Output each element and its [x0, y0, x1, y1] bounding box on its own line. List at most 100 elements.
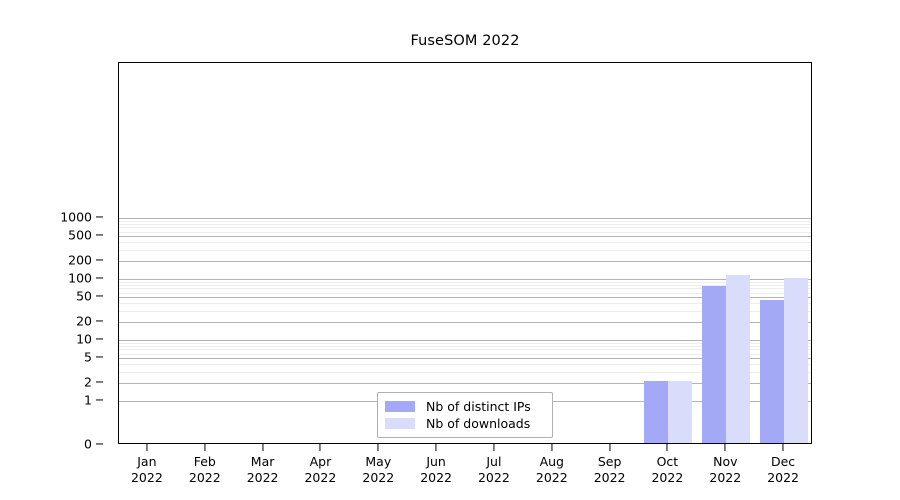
- chart-title: FuseSOM 2022: [410, 33, 520, 49]
- y-axis: 0 1 2 5 10 20 50 100 200 500 1000: [0, 62, 118, 452]
- gridline-major: [119, 297, 811, 299]
- x-tick-mark: [724, 444, 726, 451]
- x-tick-year: 2022: [420, 470, 452, 485]
- gridline-major: [119, 236, 811, 238]
- y-tick-label: 200: [68, 252, 92, 268]
- x-tick-label-sep: Sep 2022: [594, 454, 626, 486]
- gridline-minor: [119, 371, 811, 373]
- gridline-minor: [119, 220, 811, 222]
- x-tick-mark: [493, 444, 495, 451]
- x-tick-month: Feb: [193, 454, 216, 469]
- x-tick-year: 2022: [535, 470, 568, 485]
- x-tick-month: Jan: [137, 454, 157, 469]
- legend-label: Nb of distinct IPs: [426, 399, 531, 414]
- x-tick-month: Jun: [426, 454, 446, 469]
- x-tick-mark: [319, 444, 321, 451]
- y-tick-mark: [96, 338, 103, 340]
- gridline-major: [119, 382, 811, 384]
- y-tick-label: 1000: [60, 209, 92, 225]
- bar-oct-downloads: [668, 380, 693, 443]
- y-tick-mark: [96, 234, 103, 236]
- x-tick-month: Nov: [713, 454, 738, 469]
- gridline-minor: [119, 310, 811, 312]
- y-tick-mark: [96, 216, 103, 218]
- x-tick-mark: [609, 444, 611, 451]
- x-tick-label-jul: Jul 2022: [478, 454, 510, 486]
- gridline-major: [119, 358, 811, 360]
- x-tick-month: Mar: [250, 454, 275, 469]
- y-tick-mark: [96, 259, 103, 261]
- gridline-minor: [119, 227, 811, 229]
- x-tick-month: Jul: [486, 454, 502, 469]
- x-tick-year: 2022: [593, 470, 626, 485]
- gridline-major: [119, 260, 811, 262]
- gridline-minor: [119, 342, 811, 344]
- x-tick-label-apr: Apr 2022: [304, 454, 336, 486]
- x-tick-label-oct: Oct 2022: [651, 454, 683, 486]
- x-tick-month: May: [365, 454, 392, 469]
- y-tick-mark: [96, 356, 103, 358]
- x-tick-mark: [782, 444, 784, 451]
- gridline-major: [119, 279, 811, 280]
- legend-item[interactable]: Nb of distinct IPs: [385, 398, 545, 415]
- gridline-major: [119, 218, 811, 219]
- x-tick-month: Dec: [770, 454, 796, 469]
- y-tick-mark: [96, 381, 103, 383]
- gridline-minor: [119, 292, 811, 294]
- plot-area: [118, 62, 812, 444]
- y-tick-label: 50: [76, 288, 92, 304]
- x-tick-year: 2022: [304, 470, 337, 485]
- x-tick-year: 2022: [246, 470, 279, 485]
- y-tick-label: 500: [68, 227, 92, 243]
- x-tick-month: Oct: [656, 454, 679, 469]
- gridline-minor: [119, 288, 811, 290]
- y-tick-label: 100: [68, 270, 92, 286]
- x-tick-label-aug: Aug 2022: [536, 454, 568, 486]
- gridline-minor: [119, 281, 811, 283]
- bar-dec-ips: [760, 300, 785, 443]
- x-tick-month: Aug: [539, 454, 564, 469]
- x-tick-mark: [551, 444, 553, 451]
- legend-label: Nb of downloads: [426, 416, 531, 431]
- y-tick-mark: [96, 277, 103, 279]
- y-tick-label: 1: [84, 392, 92, 408]
- gridline-major: [119, 340, 811, 341]
- x-tick-year: 2022: [709, 470, 742, 485]
- y-tick-mark: [96, 295, 103, 297]
- x-tick-month: Apr: [309, 454, 332, 469]
- y-tick-label: 2: [84, 374, 92, 390]
- gridline-minor: [119, 364, 811, 366]
- x-tick-mark: [435, 444, 437, 451]
- y-tick-label: 5: [84, 349, 92, 365]
- legend-item[interactable]: Nb of downloads: [385, 415, 545, 432]
- x-tick-year: 2022: [767, 470, 799, 485]
- gridline-minor: [119, 284, 811, 286]
- x-tick-label-may: May 2022: [362, 454, 394, 486]
- legend-swatch-icon: [385, 418, 415, 429]
- gridline-minor: [119, 349, 811, 351]
- bar-dec-downloads: [784, 277, 809, 443]
- x-tick-label-nov: Nov 2022: [709, 454, 741, 486]
- x-tick-year: 2022: [130, 470, 163, 485]
- x-tick-mark: [262, 444, 264, 451]
- bar-oct-ips: [644, 380, 669, 443]
- x-tick-mark: [377, 444, 379, 451]
- x-tick-mark: [666, 444, 668, 451]
- chart-legend: Nb of distinct IPs Nb of downloads: [377, 392, 553, 438]
- gridline-minor: [119, 223, 811, 225]
- gridline-minor: [119, 303, 811, 305]
- x-tick-label-jan: Jan 2022: [131, 454, 163, 486]
- y-tick-mark: [96, 320, 103, 322]
- gridline-minor: [119, 345, 811, 347]
- gridline-minor: [119, 231, 811, 233]
- x-tick-year: 2022: [188, 470, 221, 485]
- x-tick-label-jun: Jun 2022: [420, 454, 452, 486]
- y-tick-label: 10: [76, 331, 92, 347]
- gridline-minor: [119, 249, 811, 251]
- x-tick-year: 2022: [477, 470, 510, 485]
- y-tick-mark: [96, 399, 103, 401]
- bar-nov-downloads: [726, 274, 751, 443]
- x-tick-month: Sep: [597, 454, 622, 469]
- y-tick-label: 20: [76, 313, 92, 329]
